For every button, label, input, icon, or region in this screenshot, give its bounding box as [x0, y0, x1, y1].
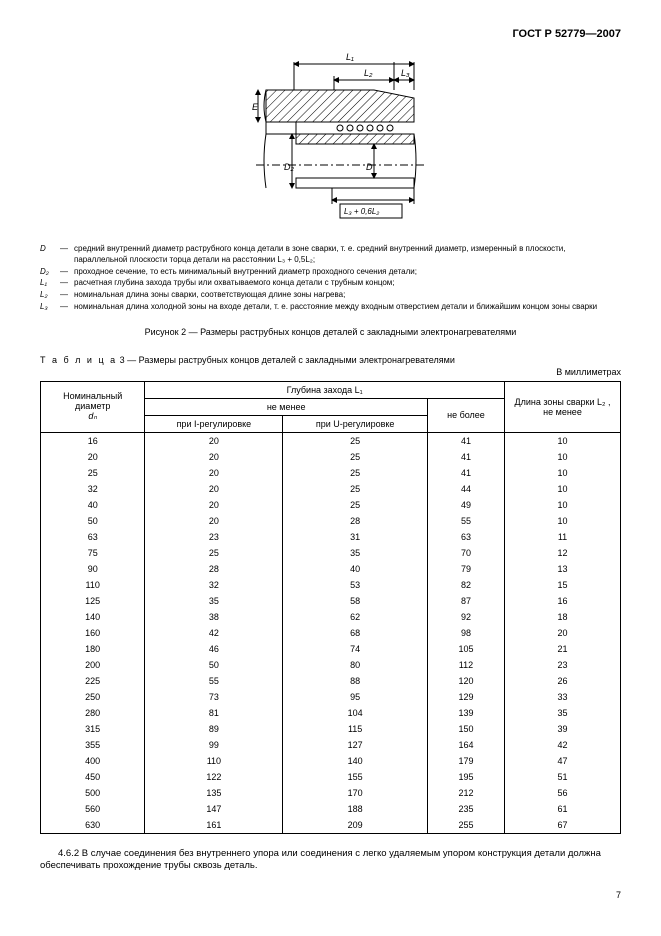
definition-row: L₁—расчетная глубина захода трубы или ох…	[40, 278, 621, 289]
definition-row: D₂—проходное сечение, то есть минимальны…	[40, 267, 621, 278]
table-row: 4020254910	[41, 497, 621, 513]
dim-formula: L₃ + 0,6L₂	[344, 207, 379, 216]
dim-l3: L₃	[401, 68, 410, 78]
table-row: 7525357012	[41, 545, 621, 561]
table-row: 40011014017947	[41, 753, 621, 769]
clause-paragraph: 4.6.2 В случае соединения без внутреннег…	[40, 848, 621, 872]
table-row: 14038629218	[41, 609, 621, 625]
table-row: 3559912716442	[41, 737, 621, 753]
table-row: 56014718823561	[41, 801, 621, 817]
table-row: 50013517021256	[41, 785, 621, 801]
table-row: 2520254110	[41, 465, 621, 481]
table-body: 1620254110202025411025202541103220254410…	[41, 432, 621, 833]
table-row: 1620254110	[41, 432, 621, 449]
table-row: 3220254410	[41, 481, 621, 497]
table-row: 6323316311	[41, 529, 621, 545]
table-row: 16042689820	[41, 625, 621, 641]
table-row: 2020254110	[41, 449, 621, 465]
page-number: 7	[40, 890, 621, 900]
symbol-definitions: D—средний внутренний диаметр раструбного…	[40, 244, 621, 313]
figure-diagram: L₁ L₂ L₃ E D₂ D L₃ + 0,6L₂	[40, 50, 621, 232]
table-row: 11032538215	[41, 577, 621, 593]
dim-l1: L₁	[346, 52, 354, 62]
table-row: 250739512933	[41, 689, 621, 705]
table-row: 45012215519551	[41, 769, 621, 785]
table-row: 200508011223	[41, 657, 621, 673]
definition-row: L₃—номинальная длина холодной зоны на вх…	[40, 302, 621, 313]
dimensions-table: Номинальный диаметр dₙ Глубина захода L₁…	[40, 381, 621, 834]
table-row: 12535588716	[41, 593, 621, 609]
table-title: Т а б л и ц а 3 — Размеры раструбных кон…	[40, 355, 621, 365]
dim-l2: L₂	[364, 68, 373, 78]
table-row: 225558812026	[41, 673, 621, 689]
dim-d2: D₂	[284, 162, 294, 172]
table-row: 180467410521	[41, 641, 621, 657]
dim-d: D	[366, 162, 373, 172]
table-row: 2808110413935	[41, 705, 621, 721]
definition-row: L₂—номинальная длина зоны сварки, соотве…	[40, 290, 621, 301]
table-row: 3158911515039	[41, 721, 621, 737]
table-row: 63016120925567	[41, 817, 621, 834]
table-units: В миллиметрах	[40, 367, 621, 377]
figure-caption: Рисунок 2 — Размеры раструбных концов де…	[40, 327, 621, 337]
definition-row: D—средний внутренний диаметр раструбного…	[40, 244, 621, 266]
table-row: 5020285510	[41, 513, 621, 529]
table-row: 9028407913	[41, 561, 621, 577]
document-id: ГОСТ Р 52779—2007	[40, 28, 621, 40]
